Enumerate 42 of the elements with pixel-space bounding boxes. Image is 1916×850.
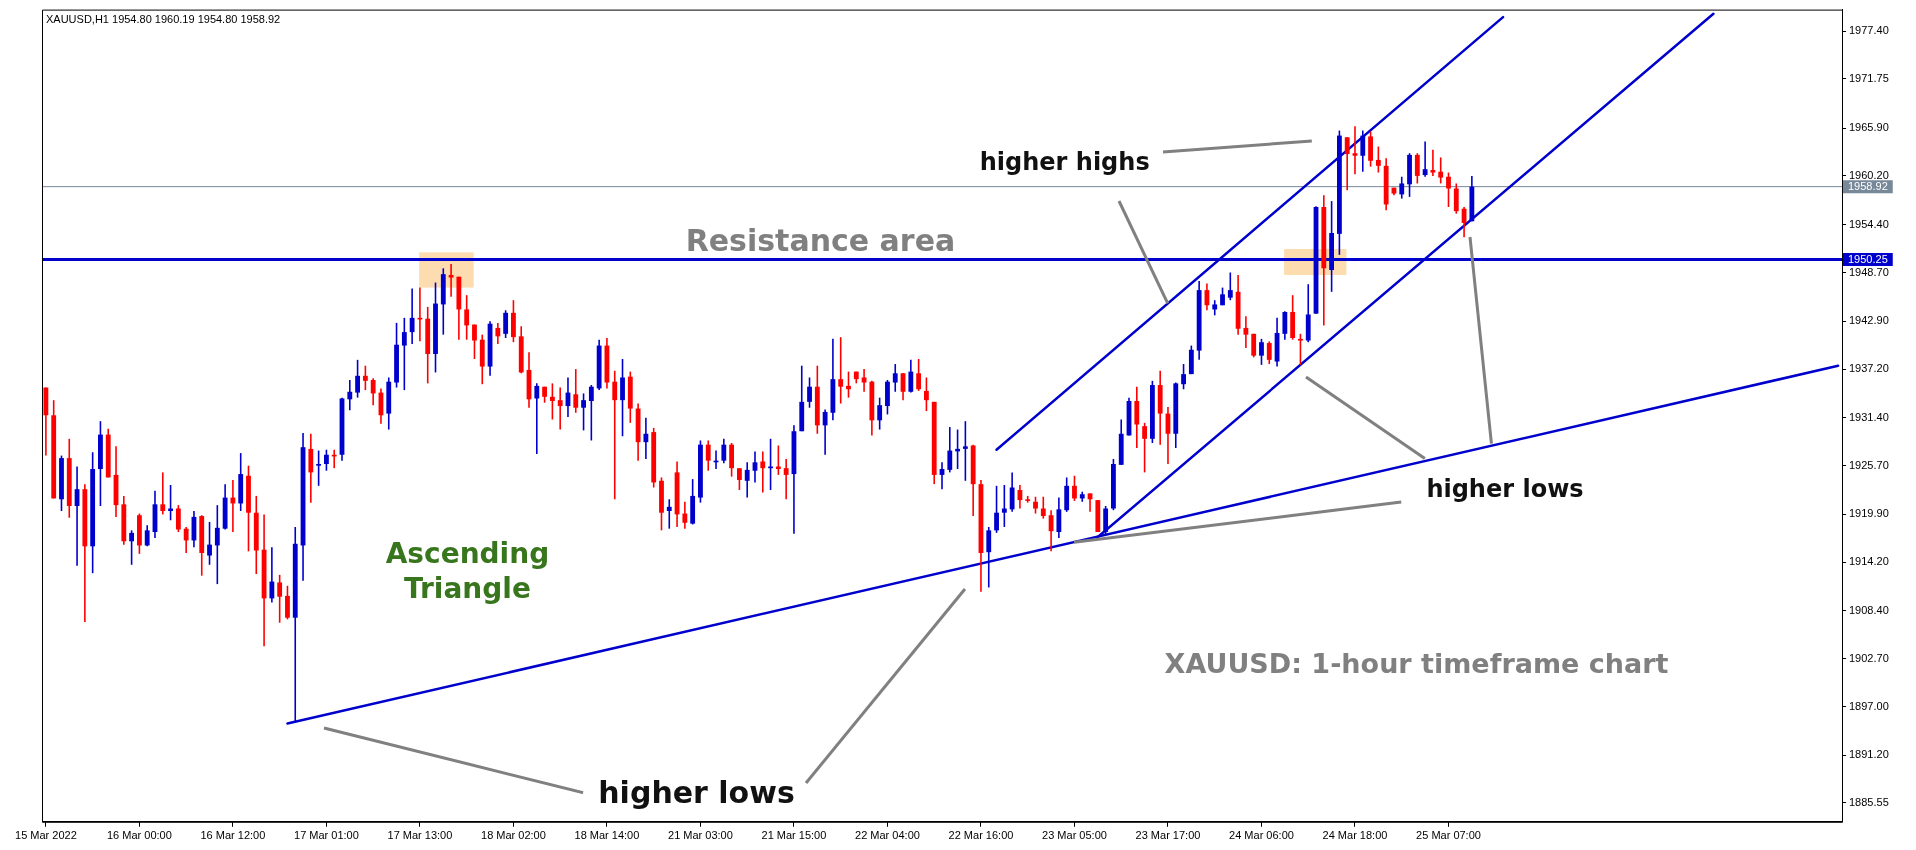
x-tick-label: 23 Mar 05:00 [1042, 829, 1107, 842]
x-tick-label: 25 Mar 07:00 [1416, 829, 1481, 842]
y-tick-label: 1891.20 [1849, 748, 1889, 761]
x-tick-label: 16 Mar 12:00 [200, 829, 266, 842]
chart-title: XAUUSD,H1 1954.80 1960.19 1954.80 1958.92 [46, 13, 281, 25]
x-tick-label: 22 Mar 04:00 [855, 829, 920, 842]
y-tick-label: 1931.40 [1849, 410, 1889, 423]
x-tick-label: 24 Mar 06:00 [1229, 829, 1294, 842]
annotation: Ascending Triangle [384, 535, 551, 606]
y-tick-label: 1925.70 [1849, 458, 1889, 471]
y-tick-label: 1897.00 [1849, 699, 1889, 712]
ref-line-label: 1958.92 [1848, 180, 1888, 193]
x-tick-label: 21 Mar 15:00 [761, 829, 827, 842]
x-tick-label: 15 Mar 2022 [15, 829, 77, 842]
y-tick-label: 1885.55 [1849, 795, 1889, 808]
x-tick-label: 23 Mar 17:00 [1135, 829, 1201, 842]
y-tick-label: 1937.20 [1849, 362, 1889, 375]
y-tick-label: 1914.20 [1849, 555, 1889, 568]
annotation: higher lows [1426, 474, 1584, 505]
y-tick-label: 1902.70 [1849, 651, 1889, 664]
y-tick-label: 1908.40 [1849, 604, 1889, 617]
y-tick-label: 1948.70 [1849, 265, 1889, 278]
y-tick-label: 1965.90 [1849, 121, 1889, 134]
annotation: XAUUSD: 1-hour timeframe chart [1164, 647, 1669, 681]
x-tick-label: 22 Mar 16:00 [948, 829, 1014, 842]
y-tick-label: 1954.40 [1849, 217, 1889, 230]
x-tick-label: 17 Mar 13:00 [387, 829, 453, 842]
annotation: higher highs [979, 146, 1150, 177]
x-tick-label: 24 Mar 18:00 [1322, 829, 1388, 842]
x-tick-label: 18 Mar 14:00 [574, 829, 640, 842]
y-tick-label: 1960.20 [1849, 168, 1889, 181]
annotation: higher lows [598, 774, 795, 812]
y-tick-label: 1971.75 [1849, 71, 1889, 84]
y-tick-label: 1919.90 [1849, 507, 1889, 520]
y-tick-label: 1942.90 [1849, 314, 1889, 327]
x-tick-label: 18 Mar 02:00 [481, 829, 546, 842]
annotation: Resistance area [685, 222, 956, 261]
ref-line-label: 1950.25 [1848, 253, 1888, 266]
x-tick-label: 17 Mar 01:00 [294, 829, 359, 842]
x-tick-label: 16 Mar 00:00 [106, 829, 172, 842]
y-tick-label: 1977.40 [1849, 24, 1889, 37]
x-tick-label: 21 Mar 03:00 [668, 829, 733, 842]
